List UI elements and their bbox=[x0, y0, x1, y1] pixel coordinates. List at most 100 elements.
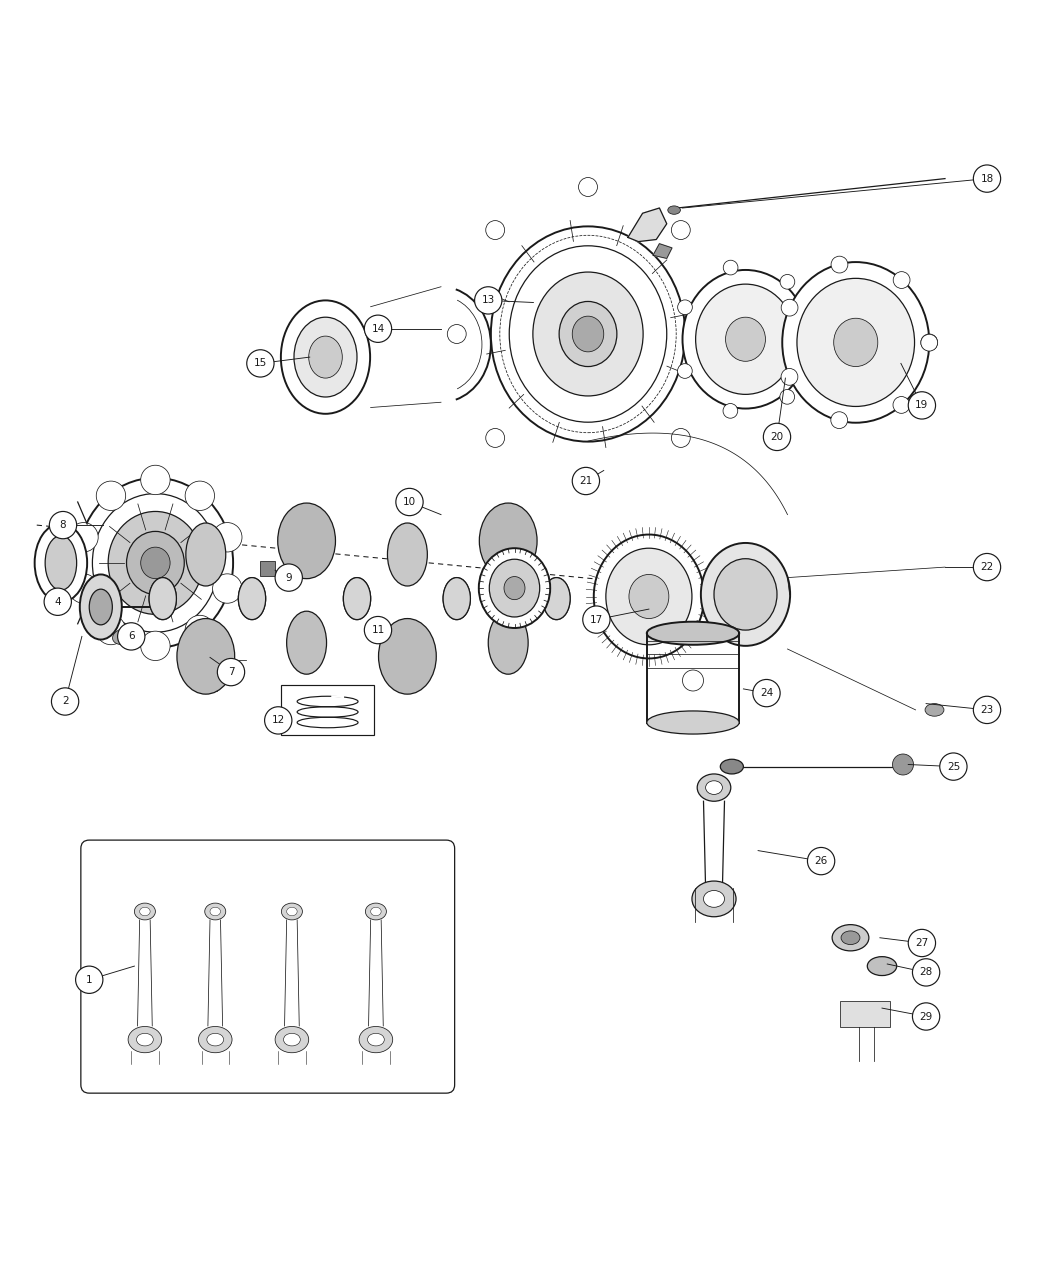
Circle shape bbox=[807, 848, 835, 875]
Ellipse shape bbox=[238, 577, 266, 619]
Ellipse shape bbox=[443, 577, 470, 619]
Ellipse shape bbox=[112, 628, 135, 645]
Circle shape bbox=[212, 522, 242, 552]
Circle shape bbox=[723, 404, 738, 418]
Ellipse shape bbox=[136, 1033, 153, 1046]
Circle shape bbox=[212, 573, 242, 603]
Circle shape bbox=[583, 607, 610, 633]
Circle shape bbox=[572, 467, 600, 494]
Circle shape bbox=[780, 389, 795, 405]
Text: 23: 23 bbox=[981, 705, 993, 715]
Circle shape bbox=[973, 553, 1001, 581]
Circle shape bbox=[475, 287, 502, 314]
Ellipse shape bbox=[149, 577, 176, 619]
Ellipse shape bbox=[192, 654, 211, 665]
Circle shape bbox=[69, 522, 99, 552]
FancyBboxPatch shape bbox=[81, 840, 455, 1093]
Ellipse shape bbox=[543, 577, 570, 619]
Ellipse shape bbox=[509, 245, 667, 423]
Text: 19: 19 bbox=[916, 401, 928, 410]
Text: 15: 15 bbox=[254, 359, 267, 368]
Ellipse shape bbox=[387, 524, 427, 586]
Ellipse shape bbox=[275, 1027, 309, 1052]
Ellipse shape bbox=[720, 760, 743, 774]
Ellipse shape bbox=[128, 1027, 162, 1052]
Circle shape bbox=[908, 392, 936, 419]
Ellipse shape bbox=[543, 577, 570, 619]
Ellipse shape bbox=[205, 903, 226, 919]
Ellipse shape bbox=[629, 575, 669, 618]
Circle shape bbox=[141, 631, 170, 660]
Circle shape bbox=[780, 275, 795, 289]
Circle shape bbox=[677, 300, 692, 314]
Text: 26: 26 bbox=[815, 856, 827, 866]
Text: 24: 24 bbox=[760, 688, 773, 699]
Ellipse shape bbox=[841, 931, 860, 945]
Ellipse shape bbox=[371, 907, 381, 916]
Ellipse shape bbox=[92, 494, 218, 632]
Ellipse shape bbox=[925, 704, 944, 716]
Ellipse shape bbox=[277, 503, 335, 578]
Ellipse shape bbox=[701, 543, 790, 646]
Text: 21: 21 bbox=[580, 476, 592, 487]
Circle shape bbox=[805, 332, 820, 346]
Circle shape bbox=[275, 564, 302, 591]
Text: 27: 27 bbox=[916, 939, 928, 948]
Ellipse shape bbox=[726, 317, 765, 361]
Ellipse shape bbox=[198, 1027, 232, 1052]
Text: 22: 22 bbox=[981, 562, 993, 572]
Circle shape bbox=[973, 165, 1001, 193]
Circle shape bbox=[447, 324, 466, 344]
Circle shape bbox=[69, 573, 99, 603]
Ellipse shape bbox=[697, 774, 731, 801]
Circle shape bbox=[908, 930, 936, 956]
Ellipse shape bbox=[294, 317, 357, 397]
Text: 20: 20 bbox=[771, 432, 783, 442]
Circle shape bbox=[49, 512, 77, 539]
Circle shape bbox=[894, 272, 910, 289]
Circle shape bbox=[265, 706, 292, 734]
Circle shape bbox=[831, 257, 847, 273]
Text: 11: 11 bbox=[372, 626, 384, 635]
Circle shape bbox=[753, 679, 780, 706]
Ellipse shape bbox=[210, 907, 220, 916]
Ellipse shape bbox=[704, 890, 724, 907]
Ellipse shape bbox=[108, 512, 203, 614]
Ellipse shape bbox=[867, 956, 897, 976]
Circle shape bbox=[892, 397, 909, 414]
Ellipse shape bbox=[368, 1033, 384, 1046]
Text: 8: 8 bbox=[60, 520, 66, 530]
Ellipse shape bbox=[594, 535, 705, 659]
Circle shape bbox=[579, 178, 597, 197]
Ellipse shape bbox=[379, 618, 437, 695]
Ellipse shape bbox=[532, 272, 643, 396]
Circle shape bbox=[217, 659, 245, 686]
Text: 25: 25 bbox=[947, 761, 960, 771]
Circle shape bbox=[396, 488, 423, 516]
Ellipse shape bbox=[140, 907, 150, 916]
Bar bbox=[260, 561, 275, 576]
Text: 2: 2 bbox=[62, 696, 68, 706]
Circle shape bbox=[921, 335, 938, 351]
Ellipse shape bbox=[706, 780, 722, 794]
Text: 10: 10 bbox=[403, 497, 416, 507]
Text: 4: 4 bbox=[55, 596, 61, 607]
Circle shape bbox=[44, 589, 71, 616]
Ellipse shape bbox=[89, 589, 112, 624]
Ellipse shape bbox=[647, 622, 739, 645]
Circle shape bbox=[364, 617, 392, 644]
Text: 7: 7 bbox=[228, 667, 234, 677]
Ellipse shape bbox=[309, 336, 342, 378]
Circle shape bbox=[723, 261, 738, 275]
Ellipse shape bbox=[284, 1033, 300, 1046]
Ellipse shape bbox=[832, 925, 869, 951]
Text: 13: 13 bbox=[482, 295, 495, 305]
Circle shape bbox=[118, 623, 145, 650]
Circle shape bbox=[579, 471, 597, 490]
Ellipse shape bbox=[682, 269, 808, 409]
Circle shape bbox=[364, 315, 392, 342]
Ellipse shape bbox=[695, 283, 796, 395]
Ellipse shape bbox=[443, 577, 470, 619]
Polygon shape bbox=[653, 244, 672, 258]
Ellipse shape bbox=[343, 577, 371, 619]
